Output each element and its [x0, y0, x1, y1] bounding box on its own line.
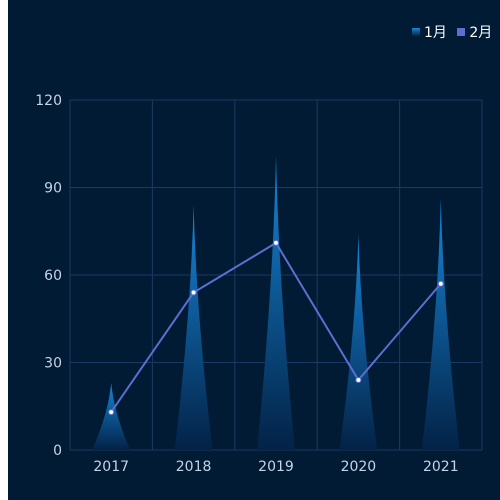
y-axis-tick-labels: 0 30 60 90 120	[35, 93, 62, 459]
x-axis-tick-labels: 2017 2018 2019 2020 2021	[93, 459, 458, 475]
line-point-2017[interactable]	[108, 409, 115, 416]
y-tick-label-3: 90	[44, 181, 62, 197]
legend-item-series-1[interactable]: 1月	[412, 22, 447, 42]
legend: 1月 2月	[412, 22, 498, 42]
x-tick-label-2: 2019	[258, 459, 294, 475]
bar-2018[interactable]	[174, 205, 213, 450]
line-point-2021[interactable]	[437, 280, 444, 287]
legend-label-series-2: 2月	[469, 25, 493, 41]
bar-2017[interactable]	[92, 382, 131, 450]
legend-swatch-series-1	[412, 28, 420, 36]
bar-2019[interactable]	[257, 155, 295, 450]
series-2-points	[108, 239, 444, 416]
y-tick-label-1: 30	[44, 356, 62, 372]
x-tick-label-4: 2021	[423, 459, 459, 475]
y-tick-label-4: 120	[35, 93, 62, 109]
y-tick-label-2: 60	[44, 268, 62, 284]
bar-2021[interactable]	[421, 199, 460, 450]
y-tick-label-0: 0	[53, 443, 62, 459]
line-point-2018[interactable]	[190, 289, 197, 296]
legend-label-series-1: 1月	[424, 25, 447, 41]
bar-2020[interactable]	[339, 234, 378, 450]
grid-lines	[69, 99, 483, 451]
series-1-bars	[92, 155, 460, 450]
x-tick-label-1: 2018	[176, 459, 212, 475]
x-tick-label-3: 2020	[341, 459, 377, 475]
legend-item-series-2[interactable]: 2月	[457, 22, 492, 42]
line-point-2019[interactable]	[273, 239, 279, 246]
legend-swatch-series-2	[457, 28, 466, 36]
line-point-2020[interactable]	[355, 377, 362, 383]
bar-line-chart: 0 30 60 90 120 2017 2018 2019 2020 2021	[35, 93, 483, 475]
chart-panel: 0 30 60 90 120 2017 2018 2019 2020 2021 1月 2月	[8, 0, 500, 500]
x-tick-label-0: 2017	[93, 459, 129, 475]
